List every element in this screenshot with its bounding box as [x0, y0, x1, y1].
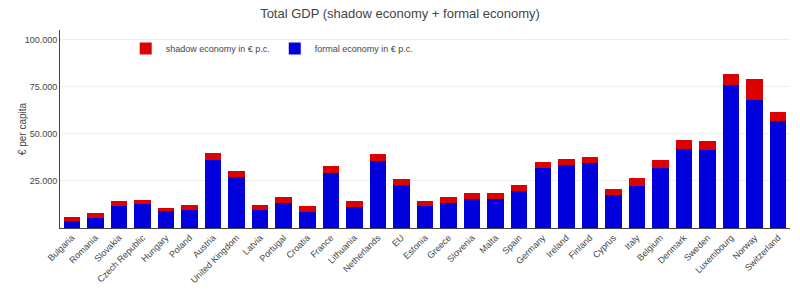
svg-text:Latvia: Latvia [241, 233, 265, 257]
svg-text:Poland: Poland [167, 233, 194, 260]
svg-text:Sweden: Sweden [682, 233, 712, 263]
svg-text:Croatia: Croatia [284, 233, 312, 261]
svg-text:Germany: Germany [514, 232, 548, 266]
svg-text:formal economy in € p.c.: formal economy in € p.c. [315, 44, 413, 54]
svg-text:shadow economy in € p.c.: shadow economy in € p.c. [166, 44, 270, 54]
svg-text:€ per capita: € per capita [17, 102, 28, 155]
svg-text:Italy: Italy [623, 232, 642, 251]
svg-text:Ireland: Ireland [544, 233, 571, 260]
svg-text:Spain: Spain [500, 233, 523, 256]
svg-text:Netherlands: Netherlands [341, 232, 383, 274]
svg-text:Greece: Greece [425, 233, 453, 261]
svg-text:Belgium: Belgium [635, 233, 665, 263]
svg-text:25.000: 25.000 [30, 176, 58, 186]
svg-text:Denmark: Denmark [656, 232, 689, 265]
svg-text:Finland: Finland [566, 233, 594, 261]
svg-text:Czech Republic: Czech Republic [95, 232, 147, 284]
svg-text:Portugal: Portugal [258, 233, 289, 264]
svg-text:Switzerland: Switzerland [743, 233, 783, 273]
svg-text:50.000: 50.000 [30, 129, 58, 139]
svg-text:Total GDP (shadow economy + fo: Total GDP (shadow economy + formal econo… [260, 6, 540, 21]
svg-text:Luxembourg: Luxembourg [693, 233, 735, 275]
svg-text:Cyprus: Cyprus [591, 232, 619, 260]
svg-text:United Kingdom: United Kingdom [189, 233, 241, 285]
svg-text:Austria: Austria [191, 233, 218, 260]
svg-text:Slovenia: Slovenia [445, 233, 476, 264]
svg-text:EU: EU [390, 233, 406, 249]
svg-text:100.000: 100.000 [25, 35, 58, 45]
svg-text:75.000: 75.000 [30, 82, 58, 92]
svg-text:Lithuania: Lithuania [326, 233, 359, 266]
svg-text:Bulgaria: Bulgaria [46, 233, 76, 263]
svg-text:Slovakia: Slovakia [92, 233, 123, 264]
svg-text:Hungary: Hungary [139, 232, 170, 263]
svg-text:Estonia: Estonia [401, 233, 429, 261]
svg-text:Norway: Norway [731, 232, 760, 261]
svg-text:Romania: Romania [67, 233, 100, 266]
svg-text:France: France [309, 233, 336, 260]
svg-text:Malta: Malta [478, 233, 501, 256]
